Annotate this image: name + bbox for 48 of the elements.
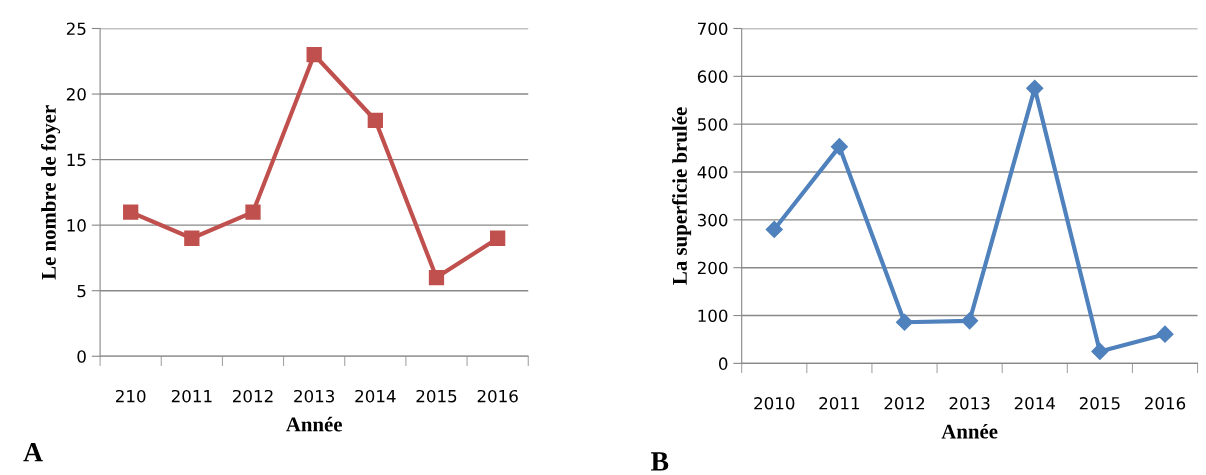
x-tick-label: 2010 — [754, 397, 795, 410]
point — [245, 204, 261, 220]
y-tick-label: 0 — [77, 350, 86, 363]
y-tick-label: 5 — [77, 284, 86, 298]
point — [428, 269, 445, 286]
x-tick-label: 2012 — [884, 397, 925, 410]
y-tick-label: 0 — [718, 357, 728, 370]
x-tick-label: 2012 — [233, 389, 273, 403]
x-axis-title: Année — [941, 423, 998, 439]
x-tick-label: 2011 — [819, 397, 860, 410]
x-tick-label: 2013 — [294, 389, 335, 403]
y-tick-label: 15 — [67, 153, 86, 167]
x-tick-label: 210 — [115, 389, 146, 403]
y-tick-label: 200 — [697, 261, 728, 275]
text: B — [650, 452, 669, 471]
point — [123, 204, 139, 220]
x-axis-title: Année — [286, 416, 342, 432]
y-tick-label: 500 — [697, 118, 728, 131]
point — [1091, 342, 1109, 360]
point — [1026, 79, 1044, 97]
y-axis-title: Le nombre de foyer — [40, 105, 61, 280]
y-tick-label: 400 — [697, 165, 728, 179]
x-tick-label: 2014 — [355, 389, 396, 403]
x-tick-label: 2016 — [1145, 397, 1186, 410]
point — [765, 220, 783, 238]
y-tick-label: 25 — [66, 22, 86, 36]
point — [830, 138, 848, 156]
point — [306, 47, 322, 63]
y-tick-label: 600 — [697, 70, 728, 83]
point — [490, 230, 506, 246]
text: A — [23, 442, 43, 462]
y-tick-label: 700 — [698, 22, 728, 36]
y-axis-title: La superficie brulée — [672, 107, 692, 285]
point — [961, 312, 979, 330]
y-tick-label: 10 — [67, 219, 86, 232]
point — [895, 313, 914, 331]
y-tick-label: 300 — [697, 213, 728, 227]
y-tick-label: 20 — [66, 88, 86, 101]
x-tick-label: 2014 — [1014, 397, 1056, 410]
point — [1156, 325, 1174, 343]
point — [367, 112, 383, 128]
x-tick-label: 2013 — [949, 397, 990, 410]
y-tick-label: 100 — [698, 309, 728, 323]
point — [184, 230, 200, 246]
x-tick-label: 2015 — [416, 389, 457, 403]
x-tick-label: 2011 — [171, 389, 212, 403]
x-tick-label: 2016 — [477, 389, 518, 403]
x-tick-label: 2015 — [1079, 397, 1120, 410]
